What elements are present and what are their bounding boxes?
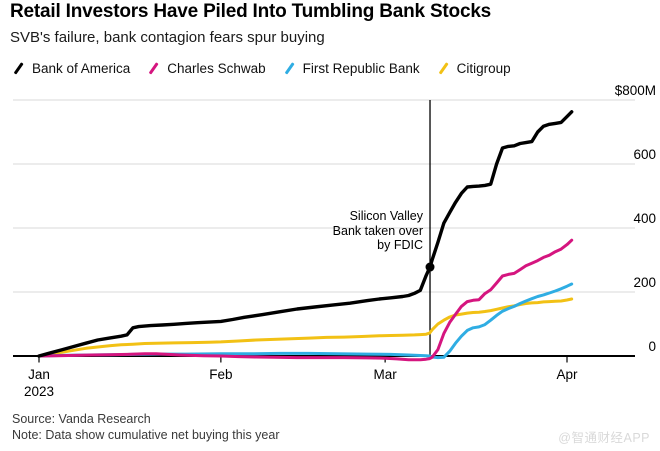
legend-item-citigroup: Citigroup bbox=[437, 61, 511, 76]
chart-subtitle: SVB's failure, bank contagion fears spur… bbox=[10, 29, 325, 46]
line-swatch-icon bbox=[438, 62, 448, 75]
x-axis-tick-label: Mar bbox=[374, 367, 398, 382]
chart-legend: Bank of America Charles Schwab First Rep… bbox=[12, 61, 528, 76]
y-axis-tick-label: 200 bbox=[633, 275, 656, 290]
data-note: Note: Data show cumulative net buying th… bbox=[12, 427, 280, 442]
y-axis-tick-label: $800M bbox=[615, 85, 656, 98]
legend-label: Charles Schwab bbox=[167, 61, 266, 76]
event-dot bbox=[425, 262, 435, 272]
y-axis-tick-label: 0 bbox=[648, 339, 656, 354]
x-axis-tick-label: Jan bbox=[28, 367, 50, 382]
y-axis-tick-label: 600 bbox=[633, 147, 656, 162]
legend-item-bank-of-america: Bank of America bbox=[12, 61, 130, 76]
chart-canvas: $800M 600 400 200 0 Jan Feb Mar Apr 2023 bbox=[13, 85, 656, 399]
x-axis-tick-label: Apr bbox=[556, 367, 578, 382]
legend-label: Citigroup bbox=[456, 61, 511, 76]
series-line-first-republic-bank bbox=[37, 282, 574, 360]
y-axis-tick-label: 400 bbox=[633, 211, 656, 226]
watermark: @智通财经APP bbox=[558, 431, 650, 445]
series-line-bank-of-america bbox=[37, 110, 574, 358]
event-annotation: Silicon Valley Bank taken over by FDIC bbox=[332, 209, 423, 252]
x-axis-tick-label: Feb bbox=[209, 367, 232, 382]
legend-item-first-republic-bank: First Republic Bank bbox=[283, 61, 420, 76]
legend-label: Bank of America bbox=[32, 61, 131, 76]
chart-title: Retail Investors Have Piled Into Tumblin… bbox=[10, 1, 492, 22]
source-note: Source: Vanda Research bbox=[12, 412, 151, 426]
legend-item-charles-schwab: Charles Schwab bbox=[147, 61, 266, 76]
line-swatch-icon bbox=[149, 62, 159, 75]
series-line-charles-schwab bbox=[37, 238, 574, 362]
line-swatch-icon bbox=[284, 62, 294, 75]
legend-label: First Republic Bank bbox=[302, 61, 420, 76]
chart-footer: Source: Vanda Research Note: Data show c… bbox=[12, 412, 280, 443]
x-axis-year-label: 2023 bbox=[24, 384, 54, 399]
line-swatch-icon bbox=[13, 62, 24, 75]
